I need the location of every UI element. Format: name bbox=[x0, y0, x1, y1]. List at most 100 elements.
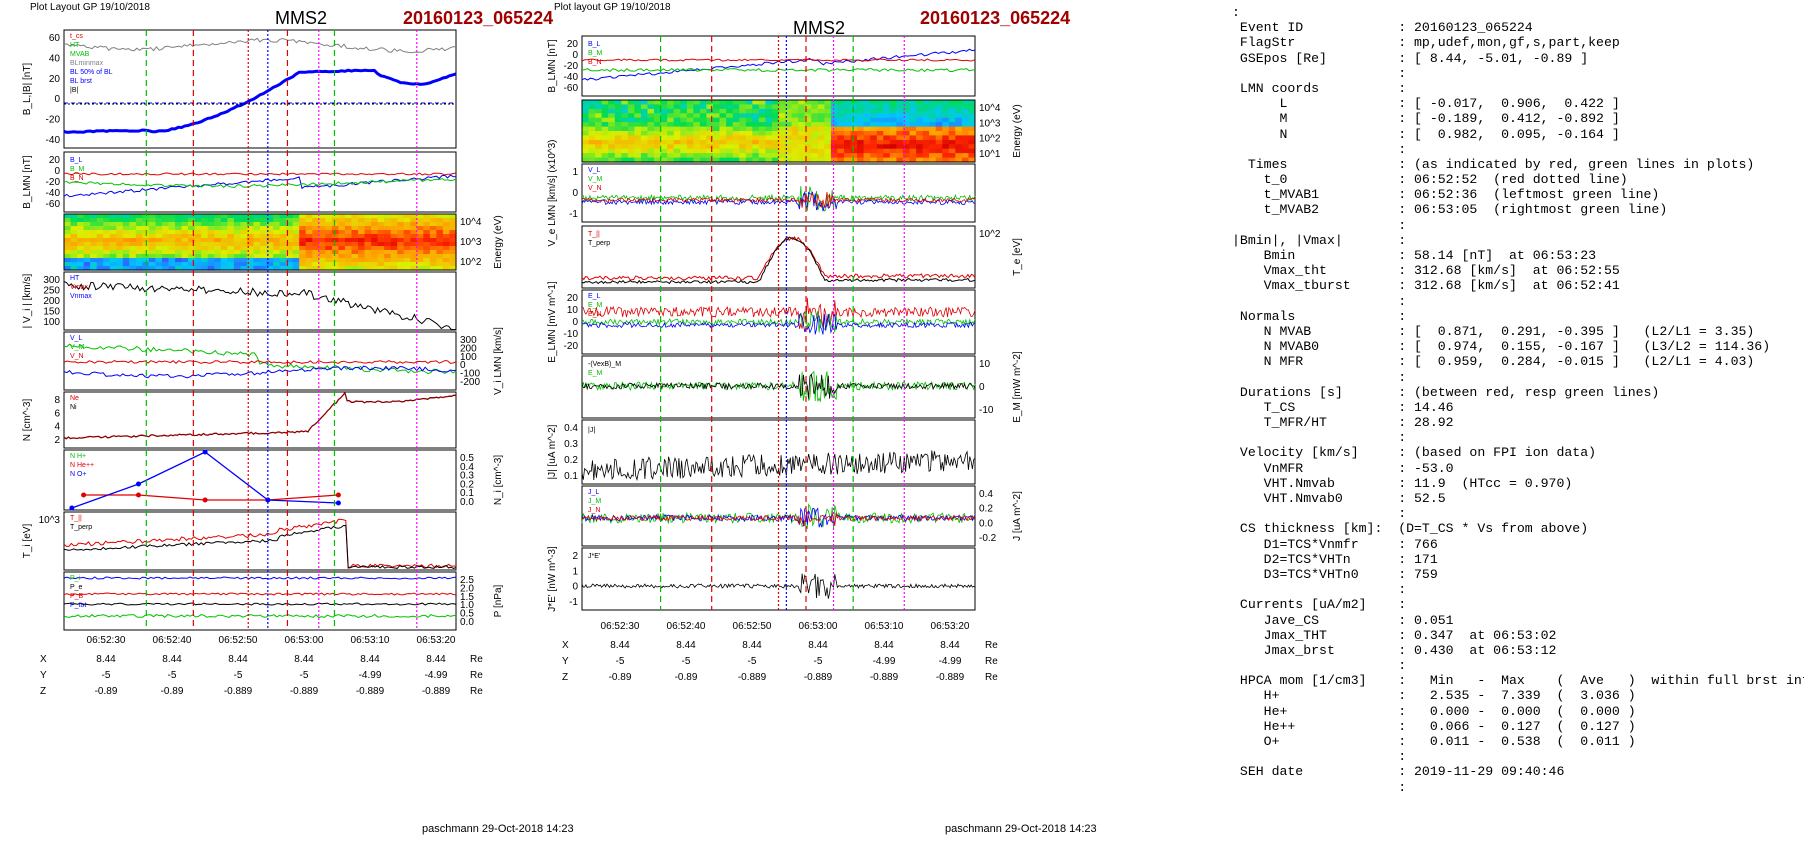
hpca-O-point bbox=[335, 500, 341, 506]
spectrogram-cell bbox=[817, 139, 825, 145]
spectrogram-cell bbox=[286, 262, 294, 267]
spectrogram-cell bbox=[429, 238, 437, 243]
spectrogram-cell bbox=[279, 254, 287, 259]
spectrogram-cell bbox=[883, 153, 891, 159]
spectrogram-cell bbox=[292, 246, 300, 251]
spectrogram-cell bbox=[660, 148, 668, 154]
spectrogram-cell bbox=[331, 218, 339, 223]
spectrogram-cell bbox=[837, 157, 845, 163]
tick-label: -20 bbox=[564, 341, 579, 352]
spectrogram-cell bbox=[654, 113, 662, 119]
spectrogram-cell bbox=[90, 246, 98, 251]
spectrogram-cell bbox=[667, 126, 675, 132]
spectrogram-cell bbox=[765, 139, 773, 145]
spectrogram-cell bbox=[667, 122, 675, 128]
spectrogram-cell bbox=[266, 222, 274, 227]
spectrogram-cell bbox=[162, 254, 170, 259]
spectrogram-cell bbox=[758, 148, 766, 154]
tick-label: -0.2 bbox=[979, 533, 997, 544]
spectrogram-cell bbox=[410, 214, 418, 219]
spectrogram-cell bbox=[148, 242, 156, 247]
spectrogram-cell bbox=[135, 230, 143, 235]
spectrogram-cell bbox=[765, 122, 773, 128]
spectrogram-cell bbox=[64, 218, 72, 223]
spectrogram-cell bbox=[142, 246, 150, 251]
spectrogram-cell bbox=[83, 226, 91, 231]
spectrogram-cell bbox=[837, 153, 845, 159]
spectrogram-cell bbox=[266, 226, 274, 231]
spectrogram-cell bbox=[699, 100, 707, 105]
spectrogram-cell bbox=[148, 234, 156, 239]
spectrogram-cell bbox=[916, 100, 924, 105]
spectrogram-cell bbox=[246, 218, 254, 223]
spectrogram-cell bbox=[640, 100, 648, 105]
spectrogram-cell bbox=[968, 108, 976, 114]
spectrogram-cell bbox=[299, 218, 307, 223]
spectrogram-cell bbox=[719, 126, 727, 132]
spectrogram-cell bbox=[201, 226, 209, 231]
spectrogram-cell bbox=[331, 242, 339, 247]
tick-label: 6 bbox=[54, 408, 60, 419]
spectrogram-cell bbox=[798, 113, 806, 119]
tick-label: 40 bbox=[49, 53, 61, 64]
spectrogram-cell bbox=[889, 108, 897, 114]
spectrogram-cell bbox=[260, 242, 268, 247]
spectrogram-cell bbox=[279, 230, 287, 235]
spectrogram-cell bbox=[752, 153, 760, 159]
spectrogram-cell bbox=[64, 230, 72, 235]
position-label: Y bbox=[40, 670, 47, 681]
spectrogram-cell bbox=[660, 126, 668, 132]
spectrogram-cell bbox=[955, 144, 963, 150]
spectrogram-cell bbox=[719, 100, 727, 105]
spectrogram-cell bbox=[116, 254, 124, 259]
spectrogram-cell bbox=[227, 222, 235, 227]
spectrogram-cell bbox=[601, 157, 609, 163]
spectrogram-cell bbox=[70, 234, 78, 239]
spectrogram-cell bbox=[305, 214, 313, 219]
spectrogram-cell bbox=[442, 246, 450, 251]
spectrogram-cell bbox=[201, 246, 209, 251]
spectrogram-cell bbox=[436, 266, 444, 271]
spectrogram-cell bbox=[162, 250, 170, 255]
spectrogram-cell bbox=[889, 131, 897, 136]
spectrogram-cell bbox=[253, 242, 261, 247]
spectrogram-cell bbox=[168, 234, 176, 239]
spectrogram-cell bbox=[909, 157, 917, 163]
spectrogram-cell bbox=[286, 266, 294, 271]
position-value: -5 bbox=[814, 656, 823, 667]
spectrogram-cell bbox=[667, 135, 675, 141]
spectrogram-cell bbox=[778, 139, 786, 145]
spectrogram-cell bbox=[201, 262, 209, 267]
spectrogram-cell bbox=[318, 218, 326, 223]
spectrogram-cell bbox=[103, 254, 111, 259]
spectrogram-cell bbox=[588, 148, 596, 154]
spectrogram-cell bbox=[155, 262, 163, 267]
spectrogram-cell bbox=[214, 230, 222, 235]
spectrogram-cell bbox=[719, 139, 727, 145]
time-label: 06:53:20 bbox=[417, 635, 456, 646]
spectrogram-cell bbox=[194, 222, 202, 227]
spectrogram-cell bbox=[129, 214, 137, 219]
tick-label: 0.4 bbox=[979, 489, 993, 500]
spectrogram-cell bbox=[148, 246, 156, 251]
spectrogram-cell bbox=[312, 226, 320, 231]
summary-line: VnMFR : -53.0 bbox=[1232, 460, 1454, 476]
spectrogram-cell bbox=[752, 108, 760, 114]
summary-line: Normals : bbox=[1232, 308, 1407, 324]
spectrogram-cell bbox=[436, 222, 444, 227]
spectrogram-cell bbox=[436, 218, 444, 223]
spectrogram-cell bbox=[429, 254, 437, 259]
spectrogram-cell bbox=[70, 226, 78, 231]
spectrogram-cell bbox=[863, 157, 871, 163]
spectrogram-cell bbox=[916, 108, 924, 114]
spectrogram-cell bbox=[344, 242, 352, 247]
spectrogram-cell bbox=[804, 113, 812, 119]
spectrogram-cell bbox=[227, 250, 235, 255]
summary-line: He++ : 0.066 - 0.127 ( 0.127 ) bbox=[1232, 718, 1636, 734]
spectrogram-cell bbox=[253, 266, 261, 271]
spectrogram-cell bbox=[726, 126, 734, 132]
spectrogram-cell bbox=[344, 246, 352, 251]
spectrogram-cell bbox=[181, 266, 189, 271]
spectrogram-cell bbox=[732, 153, 740, 159]
spectrogram-cell bbox=[181, 218, 189, 223]
